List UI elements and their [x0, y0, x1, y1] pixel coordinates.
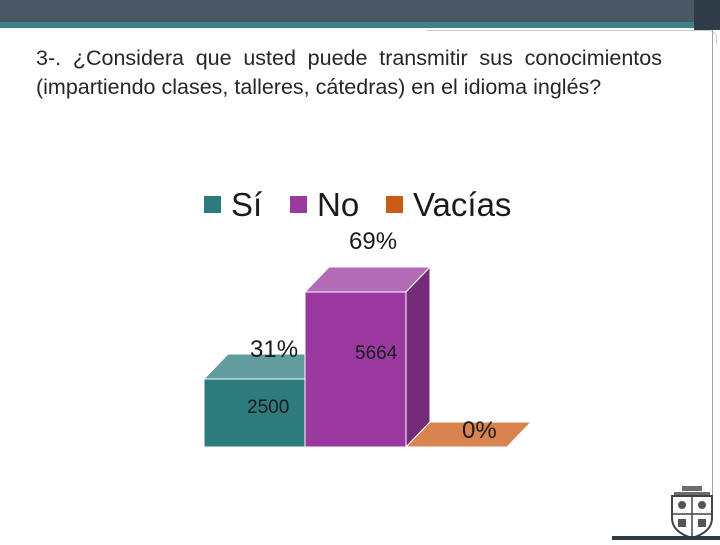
percent-label-0: 31%: [250, 336, 298, 363]
legend-label-2: Vacías: [413, 186, 511, 223]
footer-bar: [612, 536, 720, 540]
bar-top-2: [404, 421, 533, 448]
percent-label-1: 69%: [349, 228, 397, 255]
university-seal-logo: [664, 480, 720, 540]
bar-0: [203, 378, 306, 448]
percent-label-2: 0%: [462, 417, 497, 444]
header-accent-bar: [0, 22, 720, 28]
legend-label-0: Sí: [231, 186, 262, 223]
header-bar: [0, 0, 720, 22]
count-label-0: 2500: [247, 397, 289, 418]
count-label-1: 5664: [355, 343, 398, 364]
legend-swatch-2: [386, 196, 403, 213]
legend-swatch-1: [290, 196, 307, 213]
bar-side-1: [405, 265, 431, 449]
slide-frame-line: [712, 30, 713, 515]
slide-frame-tab: [426, 30, 717, 45]
legend-swatch-0: [204, 196, 221, 213]
bar-1: [304, 291, 407, 448]
header-corner-block: [694, 0, 720, 30]
legend-label-1: No: [317, 186, 359, 223]
survey-question: 3-. ¿Considera que usted puede transmiti…: [36, 46, 662, 99]
